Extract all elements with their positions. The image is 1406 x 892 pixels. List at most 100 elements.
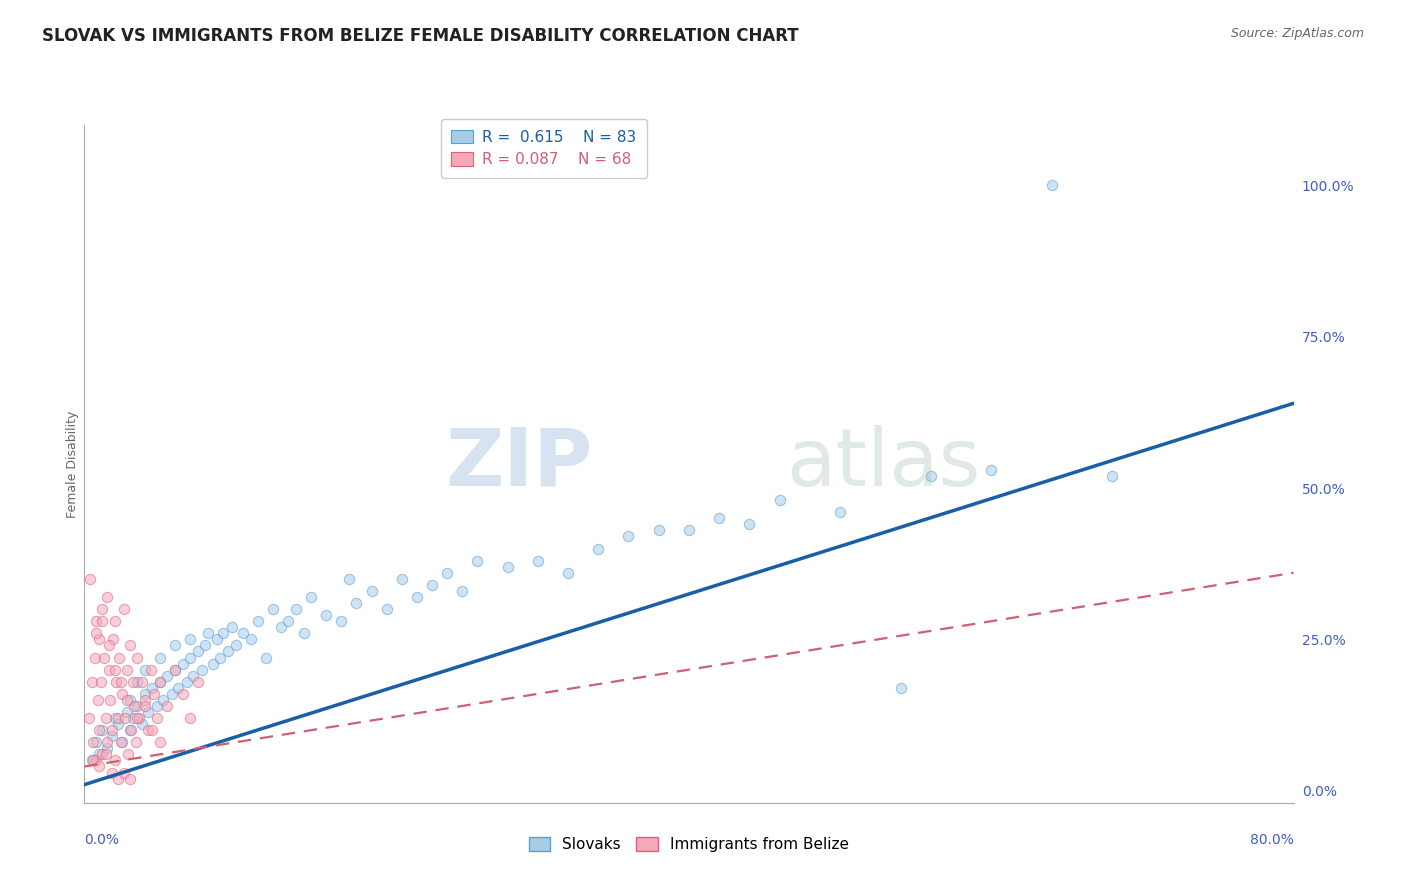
Point <box>142 687 165 701</box>
Point <box>262 602 284 616</box>
Point <box>104 614 127 628</box>
Point <box>86 753 108 767</box>
Point <box>96 735 118 749</box>
Point <box>107 717 129 731</box>
Point <box>467 554 489 568</box>
Point <box>980 463 1002 477</box>
Point <box>127 698 149 713</box>
Point <box>277 614 299 628</box>
Y-axis label: Female Disability: Female Disability <box>66 410 79 517</box>
Point <box>127 674 149 689</box>
Point <box>118 772 141 786</box>
Point <box>114 711 136 725</box>
Point <box>156 669 179 683</box>
Point <box>146 698 169 713</box>
Point <box>420 578 443 592</box>
Point <box>141 681 163 695</box>
Point <box>111 687 134 701</box>
Point <box>89 747 111 762</box>
Legend: Slovaks, Immigrants from Belize: Slovaks, Immigrants from Belize <box>522 830 856 860</box>
Point <box>191 663 214 677</box>
Point <box>125 735 148 749</box>
Point <box>136 723 159 738</box>
Point <box>270 620 292 634</box>
Point <box>165 639 187 653</box>
Point <box>406 590 429 604</box>
Point <box>149 674 172 689</box>
Point <box>136 705 159 719</box>
Point <box>346 596 368 610</box>
Point <box>232 626 254 640</box>
Point <box>221 620 243 634</box>
Point <box>121 674 143 689</box>
Point <box>160 687 183 701</box>
Point <box>110 735 132 749</box>
Point <box>86 735 108 749</box>
Point <box>172 657 194 671</box>
Point <box>80 674 103 689</box>
Text: SLOVAK VS IMMIGRANTS FROM BELIZE FEMALE DISABILITY CORRELATION CHART: SLOVAK VS IMMIGRANTS FROM BELIZE FEMALE … <box>42 27 799 45</box>
Point <box>588 541 610 556</box>
Point <box>360 584 382 599</box>
Point <box>118 723 141 738</box>
Text: Source: ZipAtlas.com: Source: ZipAtlas.com <box>1230 27 1364 40</box>
Point <box>830 505 852 519</box>
Point <box>254 650 277 665</box>
Point <box>194 639 217 653</box>
Point <box>197 626 219 640</box>
Point <box>104 753 127 767</box>
Point <box>149 650 172 665</box>
Point <box>557 566 579 580</box>
Point <box>330 614 353 628</box>
Point <box>134 687 156 701</box>
Point <box>111 735 134 749</box>
Point <box>207 632 229 647</box>
Point <box>738 517 761 532</box>
Point <box>337 572 360 586</box>
Point <box>89 759 111 773</box>
Point <box>93 650 115 665</box>
Point <box>84 650 107 665</box>
Point <box>179 632 201 647</box>
Point <box>1101 469 1123 483</box>
Text: atlas: atlas <box>786 425 980 503</box>
Point <box>118 639 141 653</box>
Point <box>527 554 550 568</box>
Point <box>134 663 156 677</box>
Point <box>90 674 112 689</box>
Point <box>107 772 129 786</box>
Point <box>112 602 135 616</box>
Point <box>890 681 912 695</box>
Point <box>107 711 129 725</box>
Point <box>165 663 187 677</box>
Point <box>97 663 120 677</box>
Point <box>285 602 308 616</box>
Point <box>299 590 322 604</box>
Point <box>315 608 337 623</box>
Point <box>86 626 108 640</box>
Point <box>920 469 942 483</box>
Point <box>176 674 198 689</box>
Point <box>82 753 104 767</box>
Point <box>127 650 149 665</box>
Point <box>451 584 474 599</box>
Point <box>239 632 262 647</box>
Point <box>122 698 145 713</box>
Point <box>89 723 111 738</box>
Point <box>115 705 138 719</box>
Point <box>648 524 671 538</box>
Point <box>87 693 110 707</box>
Point <box>104 663 127 677</box>
Point <box>115 663 138 677</box>
Point <box>172 687 194 701</box>
Point <box>152 693 174 707</box>
Text: ZIP: ZIP <box>444 425 592 503</box>
Point <box>101 632 124 647</box>
Point <box>209 650 232 665</box>
Point <box>146 711 169 725</box>
Point <box>94 711 117 725</box>
Point <box>179 711 201 725</box>
Point <box>112 765 135 780</box>
Point <box>131 674 153 689</box>
Point <box>121 711 143 725</box>
